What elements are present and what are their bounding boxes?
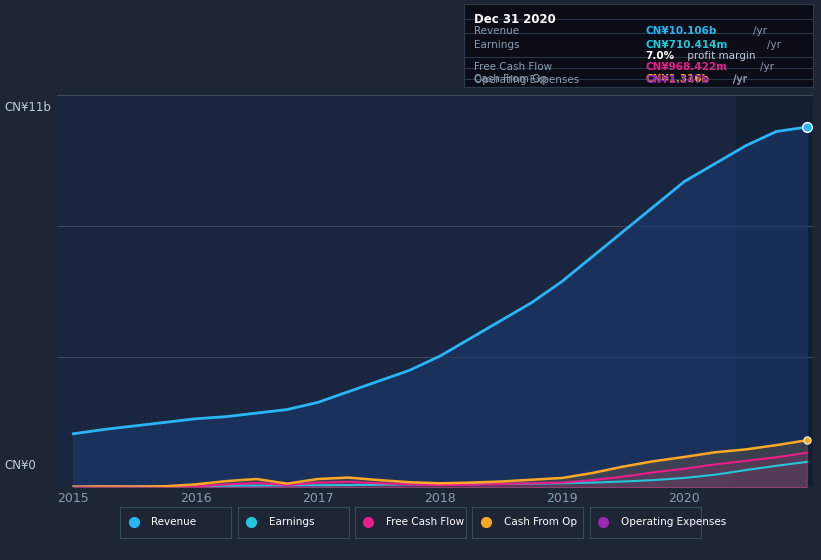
- Text: Revenue: Revenue: [475, 26, 520, 36]
- Text: Dec 31 2020: Dec 31 2020: [475, 13, 556, 26]
- Text: 7.0%: 7.0%: [645, 51, 674, 61]
- Text: Cash From Op: Cash From Op: [475, 74, 548, 84]
- Text: /yr: /yr: [732, 74, 746, 84]
- Text: CN¥11b: CN¥11b: [4, 101, 51, 114]
- Text: CN¥968.422m: CN¥968.422m: [645, 62, 727, 72]
- Text: /yr: /yr: [768, 40, 782, 50]
- Text: CN¥1.316b: CN¥1.316b: [645, 74, 709, 84]
- Text: CN¥10.106b: CN¥10.106b: [645, 26, 717, 36]
- Text: Free Cash Flow: Free Cash Flow: [475, 62, 553, 72]
- Text: CN¥710.414m: CN¥710.414m: [645, 40, 727, 50]
- Text: profit margin: profit margin: [684, 51, 755, 61]
- Text: Earnings: Earnings: [475, 40, 520, 50]
- Text: Earnings: Earnings: [268, 517, 314, 527]
- Text: Free Cash Flow: Free Cash Flow: [386, 517, 464, 527]
- Text: CN¥0: CN¥0: [4, 459, 36, 472]
- Text: Operating Expenses: Operating Expenses: [621, 517, 726, 527]
- Text: /yr: /yr: [754, 26, 768, 36]
- Text: Cash From Op: Cash From Op: [503, 517, 576, 527]
- Text: CN¥1.147b: CN¥1.147b: [645, 75, 709, 85]
- Text: /yr: /yr: [732, 75, 746, 85]
- Text: /yr: /yr: [760, 62, 774, 72]
- Bar: [736, 95, 819, 487]
- Text: Revenue: Revenue: [151, 517, 196, 527]
- Text: Operating Expenses: Operating Expenses: [475, 75, 580, 85]
